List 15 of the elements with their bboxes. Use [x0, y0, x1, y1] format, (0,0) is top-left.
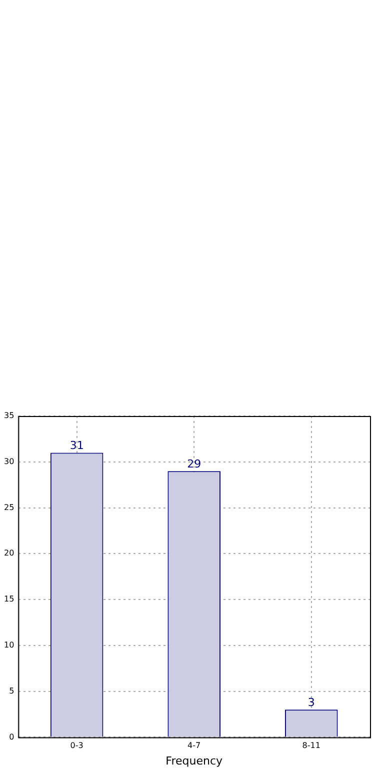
y-tick-label: 25 [4, 502, 14, 512]
x-tick-label: 4-7 [188, 741, 201, 750]
data-label: 3 [308, 696, 315, 710]
x-tick-label: 0-3 [70, 741, 84, 750]
data-label: 29 [187, 457, 202, 470]
y-tick-label: 5 [9, 686, 14, 696]
y-tick-label: 15 [4, 594, 14, 604]
y-tick-label: 10 [4, 640, 14, 650]
y-tick-label: 20 [4, 548, 14, 558]
x-tick-label: 8-11 [302, 741, 320, 750]
y-tick-label: 35 [4, 411, 14, 420]
y-tick-label: 0 [9, 732, 14, 742]
x-axis-title: Frequency [166, 754, 223, 768]
data-label: 31 [70, 439, 84, 452]
y-tick-label: 30 [4, 456, 14, 466]
